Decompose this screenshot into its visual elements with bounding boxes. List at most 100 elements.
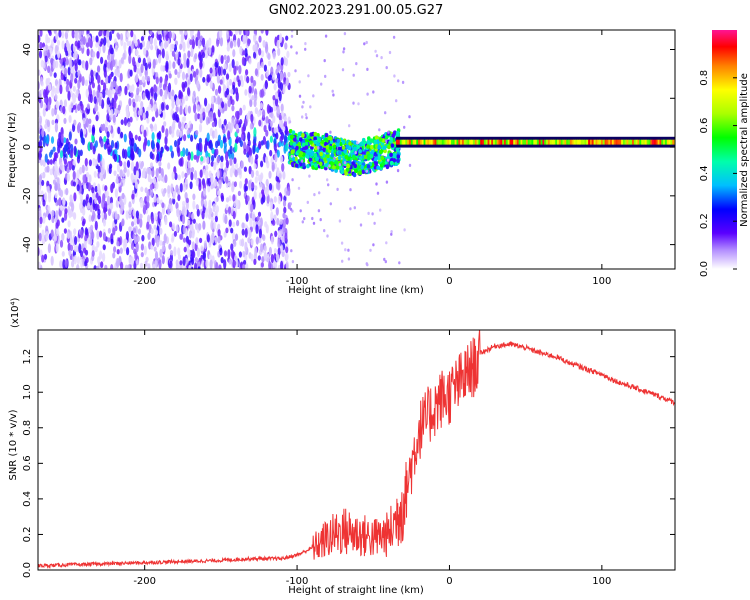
spectrogram-cell <box>97 208 101 216</box>
spectrogram-cell <box>540 139 543 145</box>
spectrogram-cell <box>100 167 104 175</box>
spectrogram-cell <box>165 50 169 61</box>
spectrogram-cell <box>126 247 130 256</box>
spectrogram-cell <box>208 170 212 178</box>
spectrogram-cell <box>130 256 134 266</box>
spectrogram-cell <box>103 36 107 46</box>
spectrogram-cell <box>352 154 356 159</box>
spectrogram-cell <box>425 139 428 145</box>
spectrogram-cell <box>143 47 147 56</box>
spectrogram-cell <box>134 94 139 103</box>
spectrogram-x-label: Height of straight line (km) <box>288 285 424 296</box>
spectrogram-cell <box>326 234 329 238</box>
spectrogram-cell <box>181 71 186 81</box>
spectrogram-cell <box>105 190 109 198</box>
spectrogram-cell <box>81 75 85 87</box>
spectrogram-cell <box>77 40 81 49</box>
spectrogram-cell <box>161 102 165 111</box>
spectrogram-cell <box>384 139 388 143</box>
spectrogram-cell <box>223 118 227 126</box>
spectrogram-cell <box>507 139 510 145</box>
spectrogram-cell <box>177 71 181 79</box>
spectrogram-cell <box>276 253 280 263</box>
spectrogram-cell <box>225 197 230 203</box>
spectrogram-cell <box>374 49 377 53</box>
spectrogram-cell <box>304 141 309 147</box>
spectrogram-cell <box>518 139 521 145</box>
spectrogram-cell <box>566 139 569 145</box>
spectrogram-cell <box>231 184 235 193</box>
spectrogram-cell <box>257 174 261 182</box>
spectrogram-cell <box>233 200 237 208</box>
spectrogram-cell <box>216 155 220 164</box>
spectrogram-cell <box>275 77 279 84</box>
spectrogram-cell <box>59 205 64 211</box>
spectrogram-cell <box>90 224 94 231</box>
spectrogram-cell <box>206 74 210 83</box>
spectrogram-cell <box>192 193 196 201</box>
spectrogram-cell <box>55 210 59 219</box>
spectrogram-cell <box>223 142 227 149</box>
spectrogram-cell <box>169 249 174 256</box>
spectrogram-cell <box>136 67 140 75</box>
spectrogram-cell <box>465 139 468 145</box>
spectrogram-cell <box>252 220 256 230</box>
spectrogram-cell <box>120 119 124 125</box>
spectrogram-cell <box>244 228 248 238</box>
spectrogram-cell <box>267 75 271 82</box>
spectrogram-cell <box>630 139 633 145</box>
spectrogram-cell <box>47 49 51 58</box>
spectrogram-cell <box>590 139 593 145</box>
colorbar-tick-label: 0.8 <box>699 70 710 86</box>
spectrogram-cell <box>39 30 43 37</box>
spectrogram-cell <box>269 149 273 157</box>
colorbar-tick-label: 0.4 <box>699 165 710 181</box>
spectrogram-cell <box>511 139 514 145</box>
spectrogram-cell <box>217 65 222 77</box>
spectrogram-cell <box>306 164 310 169</box>
spectrogram-cell <box>384 111 387 115</box>
spectrogram-cell <box>232 210 236 220</box>
spectrogram-cell <box>84 227 88 237</box>
spectrogram-cell <box>214 88 219 96</box>
spectrogram-cell <box>96 241 100 248</box>
spectrogram-cell <box>258 47 262 56</box>
spectrogram-cell <box>156 235 161 243</box>
spectrogram-cell <box>229 167 233 178</box>
spectrogram-cell <box>107 54 111 61</box>
spectrogram-cell <box>162 190 166 197</box>
spectrogram-cell <box>310 152 314 157</box>
spectrogram-cell <box>299 137 303 142</box>
spectrogram-cell <box>256 215 260 222</box>
spectrogram-cell <box>113 246 117 253</box>
spectrogram-cell <box>140 243 144 251</box>
spectrogram-cell <box>233 65 237 76</box>
spectrogram-cell <box>40 59 44 68</box>
spectrogram-cell <box>50 136 55 144</box>
spectrogram-cell <box>63 117 67 124</box>
spectrogram-cell <box>298 94 302 98</box>
spectrogram-cell <box>378 137 383 142</box>
spectrogram-cell <box>191 94 196 105</box>
spectrogram-cell <box>171 31 175 40</box>
spectrogram-cell <box>55 32 59 41</box>
spectrogram-cell <box>356 141 359 145</box>
spectrogram-cell <box>244 178 248 185</box>
spectrogram-cell <box>202 111 206 119</box>
spectrogram-cell <box>223 63 227 70</box>
spectrogram-cell <box>247 237 251 244</box>
spectrogram-cell <box>301 142 306 147</box>
spectrogram-cell <box>235 259 239 268</box>
spectrogram-cell <box>257 255 261 261</box>
spectrogram-cell <box>306 148 310 153</box>
spectrogram-cell <box>283 116 287 122</box>
spectrogram-cell <box>341 139 346 145</box>
spectrogram-cell <box>241 56 245 66</box>
spectrogram-cell <box>56 229 60 237</box>
spectrogram-cell <box>66 231 70 240</box>
spectrogram-cell <box>202 155 206 163</box>
spectrogram-cell <box>223 231 227 238</box>
spectrogram-cell <box>141 234 145 242</box>
spectrogram-cell <box>112 252 116 259</box>
spectrogram-cell <box>235 135 239 144</box>
